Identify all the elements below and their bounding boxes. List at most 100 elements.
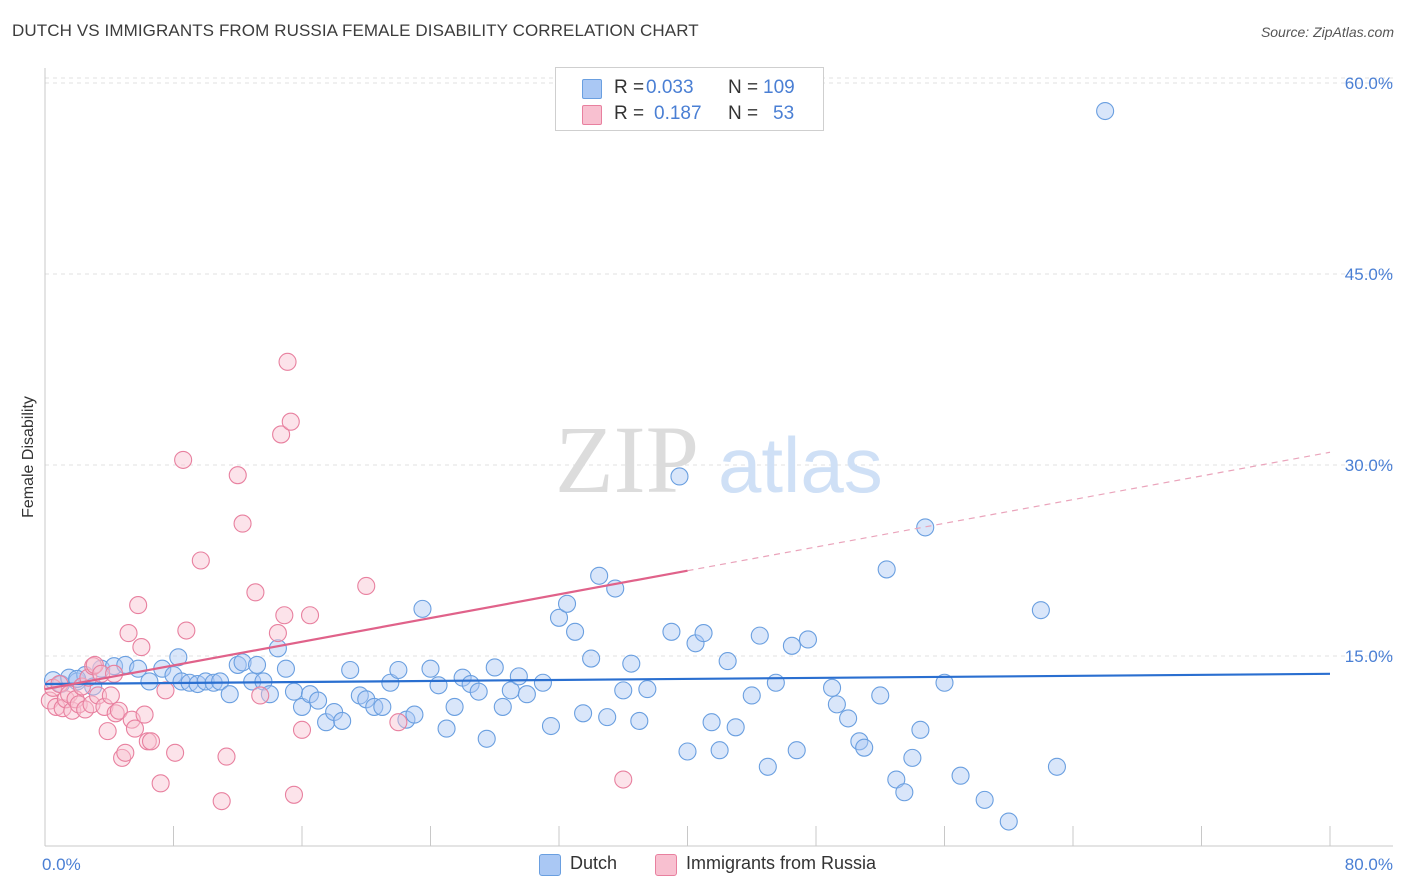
dutch-point	[557, 594, 577, 613]
russia-point	[251, 686, 270, 705]
watermark: ZIP atlas	[555, 406, 883, 513]
dutch-point	[758, 757, 777, 776]
russia-point	[106, 704, 125, 723]
russia-point	[109, 701, 128, 720]
dutch-point	[574, 704, 593, 723]
dutch-point	[228, 655, 247, 674]
dutch-point	[823, 678, 842, 697]
russia-point	[101, 686, 120, 705]
russia-point	[135, 705, 154, 724]
russia-point	[275, 606, 294, 625]
russia-point	[105, 664, 124, 683]
dutch-point	[742, 686, 761, 705]
dutch-point	[140, 672, 159, 691]
dutch-point	[381, 673, 400, 692]
dutch-point	[951, 766, 970, 785]
dutch-point	[766, 673, 785, 692]
dutch-point	[220, 685, 239, 704]
dutch-point	[827, 695, 846, 714]
y-tick-label: 60.0%	[1345, 74, 1393, 93]
dutch-point	[871, 686, 890, 705]
dutch-point	[662, 622, 681, 641]
dutch-point	[284, 682, 304, 701]
russia-point	[166, 743, 185, 762]
legend-r-value: 0.187	[654, 103, 702, 124]
dutch-point	[839, 709, 858, 728]
dutch-point	[292, 697, 312, 716]
dutch-point	[389, 660, 408, 680]
russia-point	[156, 681, 175, 700]
dutch-point	[309, 691, 328, 710]
legend-label-russia: Immigrants from Russia	[686, 853, 877, 873]
dutch-point	[678, 742, 697, 761]
russia-point	[233, 514, 252, 533]
watermark-zip: ZIP	[555, 406, 699, 513]
russia-point	[228, 466, 247, 485]
dutch-point	[782, 636, 801, 655]
dutch-point	[421, 659, 440, 678]
y-tick-labels: 15.0% 30.0% 45.0% 60.0%	[1345, 74, 1393, 666]
dutch-point	[260, 685, 279, 704]
correlation-legend: R = 0.033 N = 109 R = 0.187 N = 53	[555, 67, 824, 131]
source-credit: Source: ZipAtlas.com	[1260, 24, 1394, 40]
russia-trend-line	[44, 569, 688, 691]
russia-point	[113, 748, 132, 767]
x-tick-label-max: 80.0%	[1345, 855, 1393, 874]
legend-n-label: N =	[728, 77, 759, 98]
russia-point	[177, 621, 196, 640]
dutch-point	[614, 681, 633, 700]
y-tick-label: 30.0%	[1345, 456, 1393, 475]
x-tick-label-min: 0.0%	[42, 855, 81, 874]
legend-n-value: 53	[773, 103, 795, 124]
russia-point	[268, 624, 287, 643]
legend-r-label: R =	[614, 77, 645, 98]
dutch-point	[469, 682, 488, 701]
legend-n-label: N =	[728, 103, 759, 124]
dutch-swatch	[539, 854, 561, 876]
dutch-point	[233, 653, 252, 672]
dutch-point	[413, 599, 432, 618]
russia-point	[212, 792, 231, 811]
dutch-point	[877, 560, 896, 579]
russia-point	[129, 596, 148, 615]
dutch-point	[598, 708, 617, 727]
legend-r-label: R =	[614, 103, 645, 124]
dutch-point	[1047, 757, 1066, 776]
dutch-point	[485, 658, 504, 677]
dutch-point	[694, 624, 713, 643]
dutch-point	[566, 622, 585, 641]
dutch-point	[622, 654, 641, 673]
russia-point	[284, 785, 304, 804]
russia-point	[85, 655, 104, 674]
dutch-point	[247, 655, 267, 674]
dutch-point	[916, 518, 935, 537]
russia-point	[151, 774, 170, 793]
dutch-point	[445, 697, 464, 716]
russia-point	[95, 697, 114, 716]
dutch-point	[590, 566, 609, 585]
dutch-point	[276, 659, 295, 678]
axes	[44, 68, 1393, 847]
dutch-point	[702, 713, 721, 732]
legend-label-dutch: Dutch	[570, 853, 618, 873]
dutch-point	[493, 697, 512, 716]
russia-point	[98, 722, 117, 741]
legend-n-value: 109	[763, 77, 795, 98]
russia-point	[278, 352, 297, 371]
dutch-point	[787, 741, 806, 760]
russia-point	[389, 713, 408, 732]
dutch-point	[533, 673, 552, 692]
russia-point	[217, 747, 236, 766]
dutch-point	[1031, 601, 1050, 620]
gridlines	[45, 77, 1393, 657]
russia-point	[125, 719, 144, 738]
dutch-point	[549, 608, 569, 627]
dutch-point	[509, 667, 528, 686]
dutch-point	[541, 716, 561, 736]
y-axis-title: Female Disability	[20, 396, 37, 518]
dutch-point	[437, 719, 456, 738]
series-legend: Dutch Immigrants from Russia	[0, 852, 1406, 876]
russia-point	[614, 770, 633, 789]
russia-swatch	[582, 105, 602, 125]
